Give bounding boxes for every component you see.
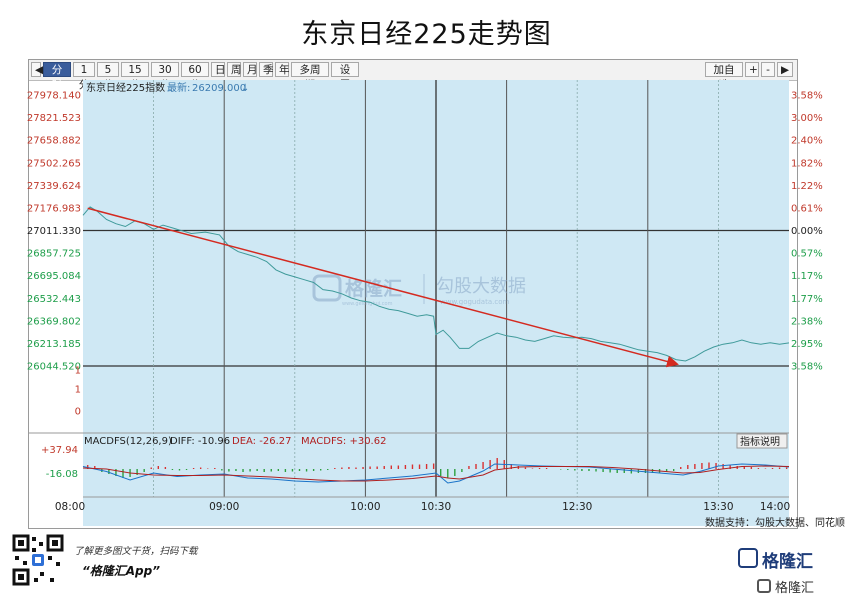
y-tick-right: 1.77%	[791, 294, 823, 305]
x-tick: 09:00	[209, 501, 239, 513]
promo-line-2: “格隆汇App”	[82, 564, 160, 578]
period-button-9[interactable]: 季	[259, 62, 274, 77]
y-tick-right: 1.82%	[791, 158, 823, 169]
watermark-partner-url: www.gogudata.com	[440, 298, 509, 306]
x-tick: 08:00	[55, 501, 85, 513]
period-button-8[interactable]: 月	[243, 62, 258, 77]
latest-label: 最新:	[167, 81, 190, 94]
indicator-help-button[interactable]	[736, 433, 788, 449]
x-tick: 12:30	[562, 501, 592, 513]
y-tick-right: 0.61%	[791, 203, 823, 214]
y-tick-left: 26695.084	[27, 271, 81, 282]
macd-histogram	[87, 458, 788, 478]
watermark-partner: 勾股大数据	[436, 276, 526, 297]
volume-tick: 0	[75, 407, 81, 418]
macd-dea: DEA: -26.27	[232, 436, 291, 447]
chart-title: 东京日经225走势图	[301, 19, 552, 50]
brand-small-logo-icon	[757, 579, 771, 593]
y-tick-left: 27339.624	[27, 181, 81, 192]
y-tick-right: 0.00%	[791, 226, 823, 237]
brand-name-small: 格隆汇	[775, 581, 815, 596]
y-tick-left: 26369.802	[27, 316, 81, 327]
qr-code-icon	[12, 534, 64, 586]
y-tick-left: 27658.882	[27, 136, 81, 147]
indicator-help-label: 指标说明	[740, 435, 780, 448]
y-tick-right: 2.95%	[791, 339, 823, 350]
y-tick-left: 27502.265	[27, 158, 81, 169]
y-tick-left: 26532.443	[27, 294, 81, 305]
y-axis-right: 3.58% 3.00% 2.40% 1.82% 1.22% 0.61% 0.00% 0.57%…	[791, 91, 823, 373]
watermark: 格隆汇 www.gelonghui.com 勾股大数据 www.gogudata…	[312, 274, 526, 307]
gridlines	[83, 80, 789, 497]
y-tick-right: 3.58%	[791, 91, 823, 102]
period-button-0[interactable]: 分时	[43, 62, 71, 91]
watermark-logo-icon	[312, 274, 342, 302]
period-button-10[interactable]: 年	[275, 62, 290, 77]
y-tick-left: 27821.523	[27, 113, 81, 124]
watermark-brand-url: www.gelonghui.com	[342, 301, 393, 307]
macd-diff: DIFF: -10.96	[170, 436, 230, 447]
y-tick-right: 3.00%	[791, 113, 823, 124]
x-tick: 10:30	[421, 501, 451, 513]
macd-axis-top: +37.94	[41, 445, 78, 456]
y-tick-right: 1.22%	[791, 181, 823, 192]
y-tick-left: 27176.983	[27, 203, 81, 214]
x-axis: 08:00 09:00 10:00 10:30 12:30 13:30 14:00	[55, 501, 790, 513]
y-axis-left: 27978.140 27821.523 27658.882 27502.265 2733…	[27, 91, 81, 373]
macd-axis-bottom: -16.08	[46, 469, 78, 480]
series-name: 东京日经225指数	[86, 81, 165, 94]
latest-value: 26209.000	[192, 83, 246, 94]
brand-logo-icon	[738, 548, 758, 568]
scroll-left-icon[interactable]: ◀	[31, 62, 43, 77]
x-tick: 10:00	[350, 501, 380, 513]
macd-dea-line	[82, 465, 790, 482]
y-tick-left: 26213.185	[27, 339, 81, 350]
y-tick-left: 26857.725	[27, 249, 81, 260]
zoom-in-button[interactable]: +	[745, 62, 759, 77]
y-tick-left: 27978.140	[27, 91, 81, 102]
watermark-brand: 格隆汇	[345, 277, 402, 300]
macd-label: MACDFS(12,26,9)	[84, 436, 172, 447]
period-button-6[interactable]: 日	[211, 62, 226, 77]
brand-name: 格隆汇	[762, 552, 813, 572]
scroll-right-icon[interactable]: ▶	[777, 62, 793, 77]
y-tick-right: 3.58%	[791, 362, 823, 373]
trend-arrow	[87, 207, 679, 368]
volume-tick: 1	[75, 385, 81, 396]
zoom-out-button[interactable]: -	[761, 62, 775, 77]
add-watchlist-button[interactable]: 加自选	[705, 62, 743, 91]
volume-tick: 1	[75, 366, 81, 377]
y-tick-right: 2.38%	[791, 316, 823, 327]
x-tick: 14:00	[760, 501, 790, 513]
y-tick-right: 2.40%	[791, 136, 823, 147]
data-source: 数据支持：勾股大数据、同花顺	[705, 518, 845, 529]
promo-line-1: 了解更多图文干货，扫码下载	[74, 546, 198, 557]
latest-arrow-icon: ↓	[241, 83, 249, 94]
y-tick-left: 27011.330	[27, 226, 81, 237]
period-button-7[interactable]: 周	[227, 62, 242, 77]
y-tick-left: 26044.520	[27, 362, 81, 373]
macd-macdfs: MACDFS: +30.62	[301, 436, 386, 447]
period-toolbar: ◀ 分时1分5分15分30分60分日周月季年多周期设置 加自选 + - ▶	[29, 60, 797, 91]
y-tick-right: 1.17%	[791, 271, 823, 282]
volume-axis: 1 1 0	[75, 366, 81, 418]
macd-diff-line	[82, 463, 790, 484]
y-tick-right: 0.57%	[791, 249, 823, 260]
x-tick: 13:30	[703, 501, 733, 513]
